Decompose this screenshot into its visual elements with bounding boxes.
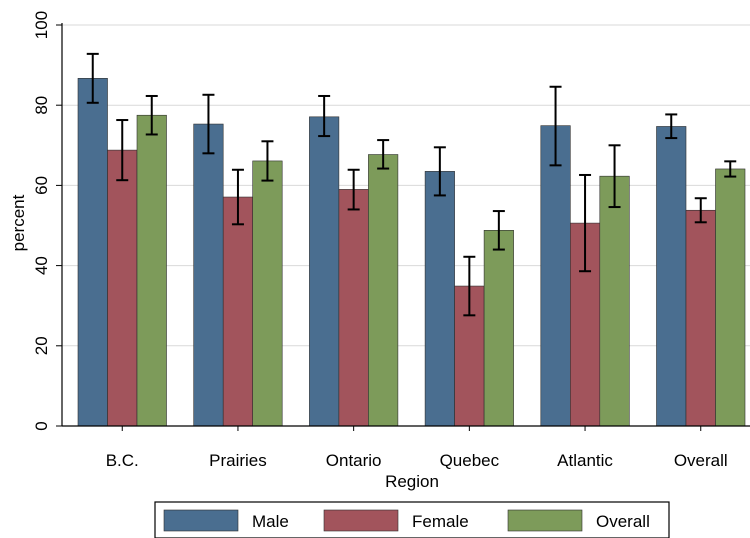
bar-female-2 bbox=[338, 189, 369, 427]
bar-male-5 bbox=[656, 126, 687, 427]
bar-overall-1 bbox=[252, 160, 283, 427]
bar-female-1 bbox=[222, 196, 253, 427]
bar-male-0 bbox=[77, 78, 108, 427]
bars bbox=[77, 78, 746, 427]
bar-overall-5 bbox=[715, 168, 746, 427]
bar-overall-3 bbox=[483, 230, 514, 427]
error-bars bbox=[86, 52, 737, 317]
bar-male-2 bbox=[309, 116, 340, 427]
legend: Male Female Overall bbox=[154, 501, 670, 538]
bar-overall-2 bbox=[368, 154, 399, 427]
y-tick-label: 0 bbox=[32, 421, 51, 430]
legend-box bbox=[154, 501, 670, 538]
legend-label-overall: Overall bbox=[596, 512, 650, 531]
y-tick-label: 80 bbox=[32, 96, 51, 115]
bar-male-1 bbox=[193, 123, 224, 427]
y-tick-label: 40 bbox=[32, 256, 51, 275]
legend-swatch-female bbox=[323, 509, 399, 532]
x-tick-label: B.C. bbox=[106, 451, 139, 470]
y-tick-label: 100 bbox=[32, 11, 51, 39]
legend-swatch-overall bbox=[507, 509, 583, 532]
x-tick-label: Overall bbox=[674, 451, 728, 470]
y-tick-label: 60 bbox=[32, 176, 51, 195]
bar-female-5 bbox=[685, 209, 716, 427]
gridlines bbox=[62, 24, 750, 347]
bar-male-4 bbox=[540, 125, 571, 427]
axes: B.C. Prairies Ontario Quebec Atlantic Overall… bbox=[32, 11, 750, 470]
x-tick-label: Prairies bbox=[209, 451, 267, 470]
x-tick-label: Atlantic bbox=[557, 451, 613, 470]
x-tick-label: Ontario bbox=[326, 451, 382, 470]
legend-swatch-male bbox=[163, 509, 239, 532]
bar-overall-4 bbox=[599, 175, 630, 427]
bar-male-3 bbox=[424, 171, 455, 427]
x-axis-title: Region bbox=[385, 472, 439, 491]
x-tick-label: Quebec bbox=[440, 451, 500, 470]
y-axis-title: percent bbox=[9, 194, 28, 251]
legend-label-male: Male bbox=[252, 512, 289, 531]
y-tick-label: 20 bbox=[32, 336, 51, 355]
bar-female-0 bbox=[107, 149, 138, 427]
legend-label-female: Female bbox=[412, 512, 469, 531]
bar-overall-0 bbox=[136, 114, 167, 427]
